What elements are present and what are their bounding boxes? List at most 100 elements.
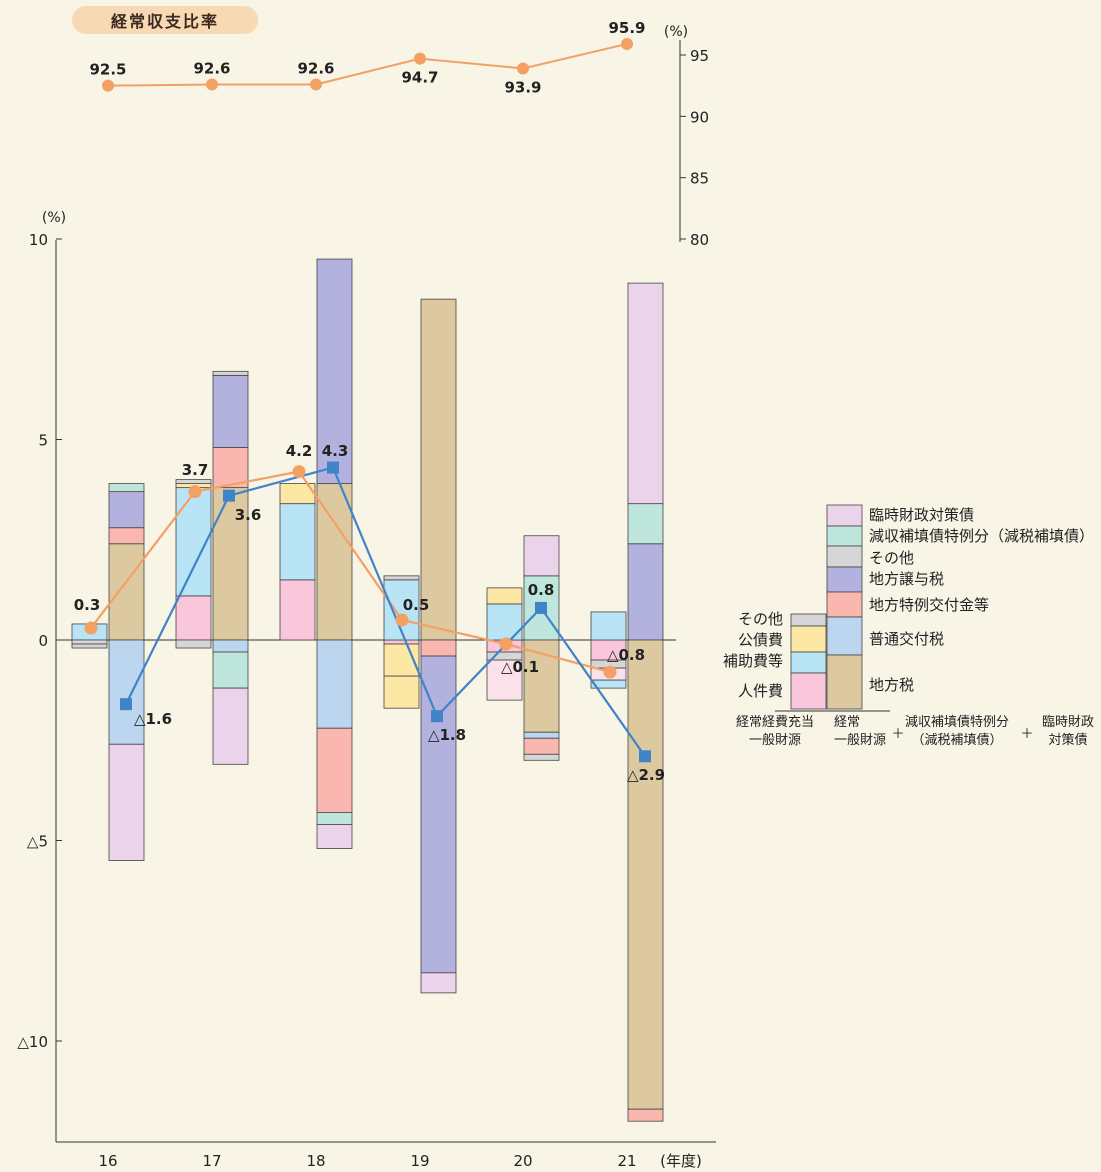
series-1-point xyxy=(292,465,306,479)
revenue-bar-segment xyxy=(523,535,560,577)
legend-caption-mid: 一般財源 xyxy=(834,732,886,748)
series-2-label: △1.8 xyxy=(428,726,466,744)
series-2-point xyxy=(535,601,547,614)
series-2-label: △1.6 xyxy=(134,710,172,728)
top-point xyxy=(414,52,426,65)
revenue-bar-segment xyxy=(108,483,145,493)
expenditure-bar-segment xyxy=(590,611,627,641)
top-y-unit: (%) xyxy=(664,24,688,40)
legend-plus: ＋ xyxy=(891,727,904,742)
top-point-label: 94.7 xyxy=(401,69,438,87)
top-y-tick-label: 95 xyxy=(690,47,709,65)
series-1-label: 0.5 xyxy=(403,596,430,614)
legend-right-label: 地方税 xyxy=(869,676,914,694)
revenue-bar-segment xyxy=(316,824,353,849)
legend-caption-right1: （減税補填債） xyxy=(911,732,1002,748)
legend-right-label: 普通交付税 xyxy=(869,630,944,648)
expenditure-bar-segment xyxy=(383,675,420,709)
legend-plus: ＋ xyxy=(1020,727,1033,742)
expenditure-bar-segment xyxy=(486,587,523,605)
legend-left-label: その他 xyxy=(738,610,783,628)
revenue-bar-segment xyxy=(420,298,457,641)
expenditure-bar-segment xyxy=(175,479,212,485)
top-point-label: 92.6 xyxy=(193,59,230,77)
expenditure-bar-segment xyxy=(486,659,523,701)
series-2-label: △2.9 xyxy=(627,766,665,784)
legend-left-swatch xyxy=(790,613,827,627)
revenue-bar-segment xyxy=(108,543,145,641)
legend-left-swatch xyxy=(790,672,827,710)
series-line-1 xyxy=(90,470,611,674)
legend-left-label: 人件費 xyxy=(738,682,783,700)
bar-y-unit: (%) xyxy=(42,210,66,226)
top-y-tick-label: 85 xyxy=(690,170,709,188)
x-tick-label: 17 xyxy=(202,1152,221,1170)
legend-caption-right1: 減収補填債特例分 xyxy=(905,714,1009,730)
series-line-2 xyxy=(125,466,646,757)
expenditure-bar-segment xyxy=(71,639,108,645)
revenue-bar-segment xyxy=(420,972,457,994)
revenue-bar-segment xyxy=(627,543,664,641)
bar-y-tick-label: 10 xyxy=(29,231,48,249)
expenditure-bar-segment xyxy=(175,639,212,649)
series-2-point xyxy=(223,489,235,502)
x-tick-label: 21 xyxy=(617,1152,636,1170)
legend-left-label: 公債費 xyxy=(738,631,783,649)
expenditure-bar-segment xyxy=(383,575,420,581)
revenue-bar-segment xyxy=(316,483,353,641)
top-point-label: 93.9 xyxy=(504,78,541,96)
legend-right-swatch xyxy=(826,525,863,547)
series-1-point xyxy=(499,637,513,651)
x-tick-label: 16 xyxy=(98,1152,117,1170)
series-2-point xyxy=(327,461,339,474)
series-2-label: 4.3 xyxy=(322,442,349,460)
series-1-label: 4.2 xyxy=(286,442,313,460)
legend-right-label: 地方譲与税 xyxy=(869,570,944,588)
legend-right-label: その他 xyxy=(869,549,914,567)
legend-right-label: 地方特例交付金等 xyxy=(869,596,989,614)
legend-left-swatch xyxy=(790,625,827,653)
revenue-bar-segment xyxy=(420,655,457,974)
series-1-label: 0.3 xyxy=(74,596,101,614)
revenue-bar-segment xyxy=(523,737,560,755)
series-1-point xyxy=(603,665,617,679)
series-2-point xyxy=(431,710,443,723)
top-point xyxy=(310,78,322,91)
legend-left-label: 補助費等 xyxy=(723,652,783,670)
top-point-label: 92.5 xyxy=(89,61,126,79)
revenue-bar-segment xyxy=(316,258,353,485)
revenue-bar-segment xyxy=(108,639,145,745)
expenditure-bar-segment xyxy=(175,595,212,641)
series-2-label: 0.8 xyxy=(528,581,555,599)
legend-right-label: 減収補填債特例分（減税補填債） xyxy=(869,527,1094,545)
series-1-label: △0.1 xyxy=(501,658,539,676)
revenue-bar-segment xyxy=(523,639,560,733)
top-point xyxy=(102,79,114,92)
legend-right-swatch xyxy=(826,545,863,568)
bar-y-tick-label: △10 xyxy=(17,1033,48,1051)
legend-right-swatch xyxy=(826,654,863,710)
top-y-tick-label: 80 xyxy=(690,231,709,249)
revenue-bar-segment xyxy=(420,639,457,657)
revenue-bar-segment xyxy=(212,370,249,376)
series-1-point xyxy=(395,613,409,627)
legend-caption-left: 経常経費充当 xyxy=(736,714,814,730)
top-point xyxy=(206,78,218,91)
revenue-bar-segment xyxy=(316,812,353,825)
legend-caption-left: 一般財源 xyxy=(749,732,801,748)
revenue-bar-segment xyxy=(108,743,145,861)
series-2-point xyxy=(120,698,132,711)
expenditure-bar-segment xyxy=(590,679,627,689)
revenue-bar-segment xyxy=(627,503,664,545)
revenue-bar-segment xyxy=(108,491,145,529)
legend-right-swatch xyxy=(826,566,863,593)
top-y-tick-label: 90 xyxy=(690,108,709,126)
expenditure-bar-segment xyxy=(279,579,316,641)
revenue-bar-segment xyxy=(108,527,145,545)
top-point xyxy=(517,62,529,75)
revenue-bar-segment xyxy=(212,374,249,448)
top-point-label: 92.6 xyxy=(297,59,334,77)
series-1-point xyxy=(84,621,98,635)
legend-left-swatch xyxy=(790,651,827,674)
revenue-bar-segment xyxy=(627,282,664,505)
